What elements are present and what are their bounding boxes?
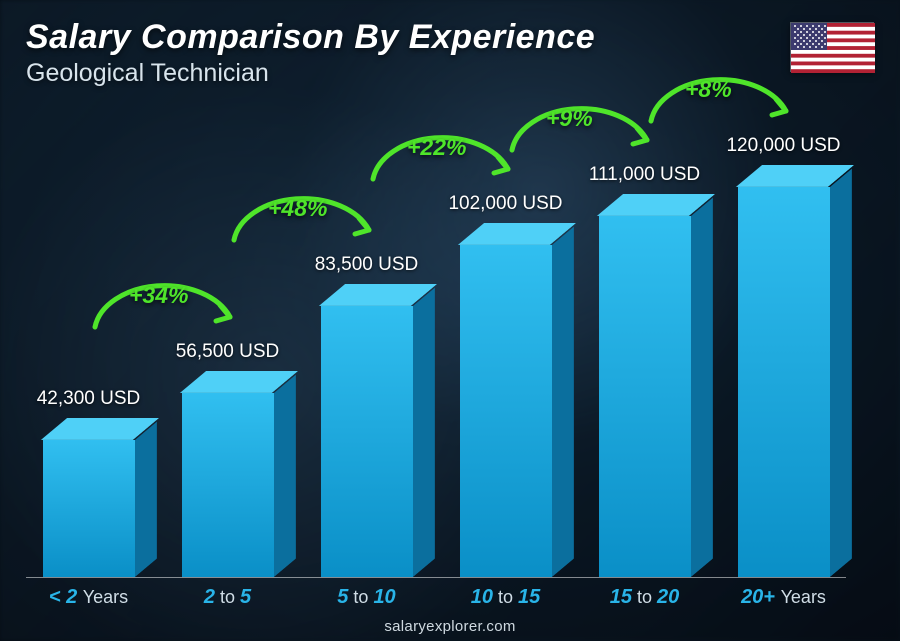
- chart-baseline: [26, 577, 846, 578]
- bar: [182, 393, 274, 577]
- x-axis-label: 2 to 5: [165, 586, 290, 609]
- x-axis-label: 10 to 15: [443, 586, 568, 609]
- bar: [738, 187, 830, 577]
- bar-front: [321, 306, 413, 577]
- increase-pct-label: +8%: [685, 76, 732, 103]
- bar-value-label: 102,000 USD: [426, 193, 586, 215]
- chart-title: Salary Comparison By Experience: [26, 18, 595, 57]
- bar-wrap: 56,500 USD+34%: [165, 97, 290, 577]
- bar-group: 42,300 USD: [26, 97, 151, 577]
- bar-front: [182, 393, 274, 577]
- x-axis-label: 20+ Years: [721, 586, 846, 609]
- bar-side: [830, 169, 852, 577]
- bar-side: [413, 288, 435, 577]
- bar: [43, 440, 135, 577]
- bar: [599, 216, 691, 577]
- bar-front: [599, 216, 691, 577]
- bar-wrap: 83,500 USD+48%: [304, 97, 429, 577]
- bar-front: [738, 187, 830, 577]
- bar-wrap: 42,300 USD: [26, 97, 151, 577]
- bar-group: 111,000 USD+9%: [582, 97, 707, 577]
- bar-value-label: 56,500 USD: [148, 341, 308, 363]
- bar-side: [691, 198, 713, 577]
- bar-value-label: 83,500 USD: [287, 254, 447, 276]
- chart-subtitle: Geological Technician: [26, 59, 595, 88]
- bar: [321, 306, 413, 577]
- x-axis-labels: < 2 Years 2 to 5 5 to 10 10 to 15 15 to 20 20…: [26, 586, 846, 609]
- x-axis-label: 5 to 10: [304, 586, 429, 609]
- country-flag-icon: [790, 22, 874, 72]
- bar: [460, 245, 552, 577]
- bar-chart: 42,300 USD56,500 USD+34%83,500 USD+48%10…: [26, 97, 846, 577]
- increase-pct-label: +34%: [129, 282, 188, 309]
- bar-side: [274, 375, 296, 577]
- bar-wrap: 120,000 USD+8%: [721, 97, 846, 577]
- x-axis-label: < 2 Years: [26, 586, 151, 609]
- bar-front: [460, 245, 552, 577]
- bar-group: 83,500 USD+48%: [304, 97, 429, 577]
- bar-wrap: 111,000 USD+9%: [582, 97, 707, 577]
- bar-side: [552, 227, 574, 577]
- bar-group: 56,500 USD+34%: [165, 97, 290, 577]
- bar-wrap: 102,000 USD+22%: [443, 97, 568, 577]
- increase-pct-label: +9%: [546, 105, 593, 132]
- bar-side: [135, 422, 157, 577]
- bar-group: 102,000 USD+22%: [443, 97, 568, 577]
- bar-front: [43, 440, 135, 577]
- x-axis-label: 15 to 20: [582, 586, 707, 609]
- increase-pct-label: +48%: [268, 195, 327, 222]
- bar-value-label: 42,300 USD: [9, 388, 169, 410]
- header: Salary Comparison By Experience Geologic…: [26, 18, 595, 88]
- increase-pct-label: +22%: [407, 134, 466, 161]
- footer-attribution: salaryexplorer.com: [0, 618, 900, 635]
- bar-value-label: 120,000 USD: [704, 135, 864, 157]
- bar-group: 120,000 USD+8%: [721, 97, 846, 577]
- bar-value-label: 111,000 USD: [565, 164, 725, 186]
